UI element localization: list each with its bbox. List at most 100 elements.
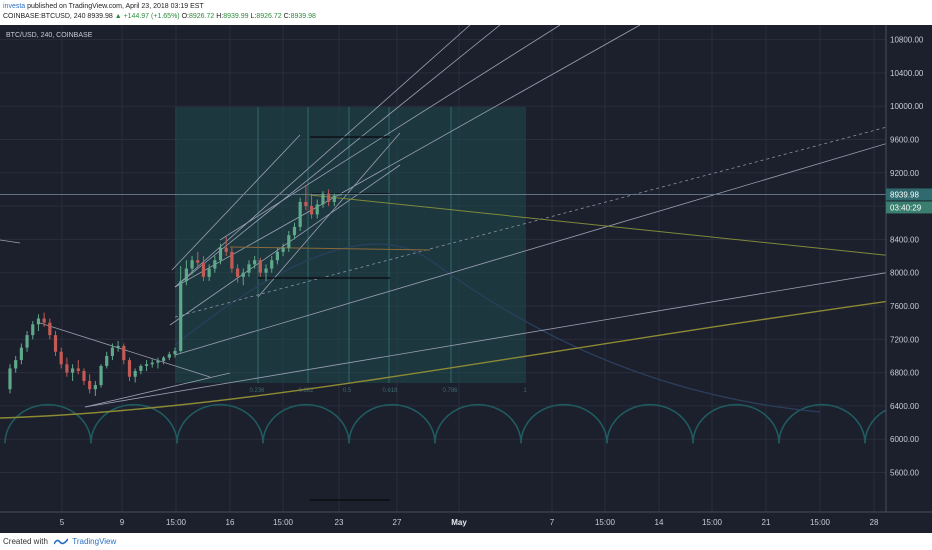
candle-body bbox=[42, 318, 46, 323]
time-tick-label: 15:00 bbox=[810, 518, 831, 527]
tradingview-logo-icon bbox=[54, 538, 69, 545]
cycle-arc bbox=[692, 403, 780, 444]
price-tick-label: 6000.00 bbox=[890, 435, 919, 444]
price-change: +144.97 (+1.65%) bbox=[123, 13, 180, 20]
cycle-arc bbox=[778, 403, 866, 444]
time-tick-label: 15:00 bbox=[702, 518, 723, 527]
candle-body bbox=[70, 368, 75, 373]
candle-body bbox=[110, 347, 115, 356]
price-chart[interactable]: 0.236 0.382 0.5 0.618 0.786 1 5600.00 6000.00 64… bbox=[0, 25, 932, 533]
price-tick-label: 10800.00 bbox=[890, 36, 924, 45]
price-tick-label: 5600.00 bbox=[890, 469, 919, 478]
last-price: 8939.98 bbox=[87, 13, 113, 20]
fib-time-label: 1 bbox=[523, 388, 527, 394]
candle-body bbox=[196, 260, 200, 263]
candle-body bbox=[332, 195, 336, 202]
time-tick-label: 15:00 bbox=[595, 518, 616, 527]
time-tick-label: 27 bbox=[393, 518, 402, 527]
candle-body bbox=[298, 201, 302, 227]
candle-body bbox=[315, 204, 319, 215]
trend-line bbox=[84, 372, 231, 408]
candle-body bbox=[25, 335, 29, 348]
fib-time-label: 0.382 bbox=[298, 388, 314, 394]
cycle-arc bbox=[434, 403, 522, 444]
cycle-arc bbox=[520, 403, 608, 444]
candle-body bbox=[65, 364, 69, 373]
candle-body bbox=[264, 268, 268, 273]
candle-body bbox=[82, 370, 86, 381]
candle-body bbox=[76, 368, 80, 371]
candle-body bbox=[338, 194, 342, 196]
candle-body bbox=[190, 260, 194, 269]
candle-body bbox=[133, 370, 137, 377]
author-link[interactable]: investa bbox=[3, 3, 26, 10]
created-with-text: Created with bbox=[3, 537, 48, 546]
candle-body bbox=[59, 351, 63, 365]
candle-body bbox=[93, 385, 97, 390]
horizontal-level-line bbox=[229, 246, 431, 251]
quote-line: COINBASE:BTCUSD, 240 8939.98 ▲ +144.97 (… bbox=[3, 12, 316, 21]
price-tick-label: 6400.00 bbox=[890, 402, 919, 411]
price-tick-label: 10000.00 bbox=[890, 102, 924, 111]
time-tick-label: 16 bbox=[226, 518, 235, 527]
candle-body bbox=[179, 281, 183, 351]
trend-line bbox=[174, 25, 471, 288]
tradingview-brand-link[interactable]: TradingView bbox=[72, 537, 117, 546]
candle-body bbox=[218, 247, 223, 261]
time-tick-label: 5 bbox=[60, 518, 65, 527]
price-tick-label: 9600.00 bbox=[890, 136, 919, 145]
chart-header: investa published on TradingView.com, Ap… bbox=[0, 0, 932, 24]
sine-wave-line bbox=[174, 243, 821, 413]
published-text: published on TradingView.com, April 23, … bbox=[27, 3, 204, 10]
candle-body bbox=[156, 360, 160, 363]
chart-area[interactable]: 0.236 0.382 0.5 0.618 0.786 1 5600.00 6000.00 64… bbox=[0, 25, 932, 533]
cycle-arc bbox=[348, 403, 436, 444]
candle-body bbox=[275, 251, 280, 261]
candle-body bbox=[99, 365, 103, 386]
cycle-arc bbox=[606, 403, 694, 444]
fib-time-zone-box bbox=[175, 107, 526, 383]
time-tick-label: 9 bbox=[120, 518, 125, 527]
last-price-tag-label: 8939.98 bbox=[890, 190, 919, 199]
price-tick-label: 7200.00 bbox=[890, 335, 919, 344]
candle-body bbox=[150, 362, 154, 365]
price-tick-label: 8000.00 bbox=[890, 269, 919, 278]
fib-time-label: 0.5 bbox=[343, 388, 352, 394]
trend-line bbox=[257, 132, 401, 298]
fib-time-label: 0.786 bbox=[442, 388, 458, 394]
trend-line bbox=[174, 129, 932, 356]
trend-line bbox=[171, 134, 301, 271]
candle-body bbox=[309, 206, 314, 215]
open-value: 8926.72 bbox=[188, 13, 215, 20]
close-value: 8939.98 bbox=[290, 13, 316, 20]
olive-trend-line bbox=[309, 194, 932, 261]
footer: Created with TradingView bbox=[0, 533, 932, 550]
trend-line bbox=[169, 164, 401, 326]
fib-time-label: 0.236 bbox=[249, 388, 265, 394]
candle-body bbox=[213, 260, 217, 269]
candle-body bbox=[139, 365, 143, 371]
candle-body bbox=[162, 357, 166, 361]
candle-body bbox=[253, 260, 257, 265]
candle-body bbox=[270, 260, 274, 269]
candle-body bbox=[327, 193, 331, 202]
price-tick-label: 9200.00 bbox=[890, 169, 919, 178]
candle-body bbox=[292, 226, 297, 236]
time-tick-label: 15:00 bbox=[166, 518, 187, 527]
candle-body bbox=[247, 264, 251, 273]
up-arrow-icon: ▲ bbox=[114, 13, 122, 20]
time-axis-background bbox=[0, 512, 932, 533]
high-label: H: bbox=[216, 13, 224, 20]
candle-body bbox=[116, 345, 120, 348]
time-tick-label: May bbox=[451, 518, 467, 527]
candle-body bbox=[127, 360, 132, 377]
trend-line bbox=[0, 239, 21, 244]
cycle-arc bbox=[4, 403, 92, 444]
candle-body bbox=[235, 268, 240, 277]
candle-body bbox=[207, 268, 211, 277]
candle-body bbox=[201, 262, 206, 277]
cycle-arc bbox=[262, 403, 350, 444]
candle-body bbox=[144, 364, 149, 366]
price-tick-label: 7600.00 bbox=[890, 302, 919, 311]
trend-line bbox=[174, 25, 501, 288]
